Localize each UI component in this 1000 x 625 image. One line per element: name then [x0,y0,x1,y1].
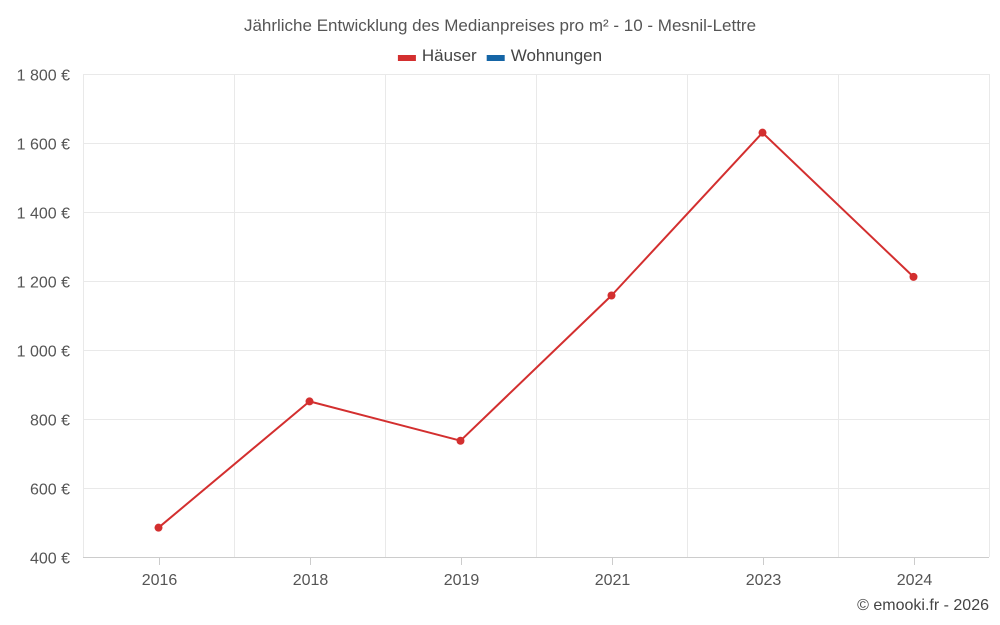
data-point[interactable] [607,291,616,300]
x-tick-label: 2021 [595,572,631,589]
x-tick-label: 2019 [444,572,480,589]
y-tick-label: 600 € [30,482,70,499]
data-point[interactable] [758,128,767,137]
axes: 400 € 600 € 800 € 1 000 € 1 200 € 1 400 € 1 60… [17,68,989,589]
y-tick-label: 800 € [30,413,70,430]
legend-label: Häuser [422,46,477,65]
data-point[interactable] [305,397,314,406]
data-point[interactable] [154,523,163,532]
x-tick-label: 2016 [142,572,178,589]
x-tick-label: 2024 [897,572,933,589]
legend-swatch [486,55,505,61]
x-tick-label: 2023 [746,572,782,589]
data-point[interactable] [456,436,465,445]
x-tick-label: 2018 [293,572,329,589]
y-tick-label: 1 200 € [17,275,70,292]
credit: © emooki.fr - 2026 [857,597,989,614]
legend-swatch [397,55,416,61]
legend-label: Wohnungen [511,46,602,65]
legend-item[interactable]: Wohnungen [486,46,602,65]
grid [83,74,990,557]
y-tick-label: 400 € [30,551,70,568]
chart-title: Jährliche Entwicklung des Medianpreises … [244,16,756,35]
y-tick-label: 1 000 € [17,344,70,361]
series-line [157,131,915,529]
data-point[interactable] [909,272,918,281]
y-tick-label: 1 600 € [17,137,70,154]
y-tick-label: 1 400 € [17,206,70,223]
y-tick-label: 1 800 € [17,68,70,85]
legend-item[interactable]: Häuser [397,46,477,65]
legend: Häuser Wohnungen [397,46,602,65]
series-layer [154,128,918,532]
